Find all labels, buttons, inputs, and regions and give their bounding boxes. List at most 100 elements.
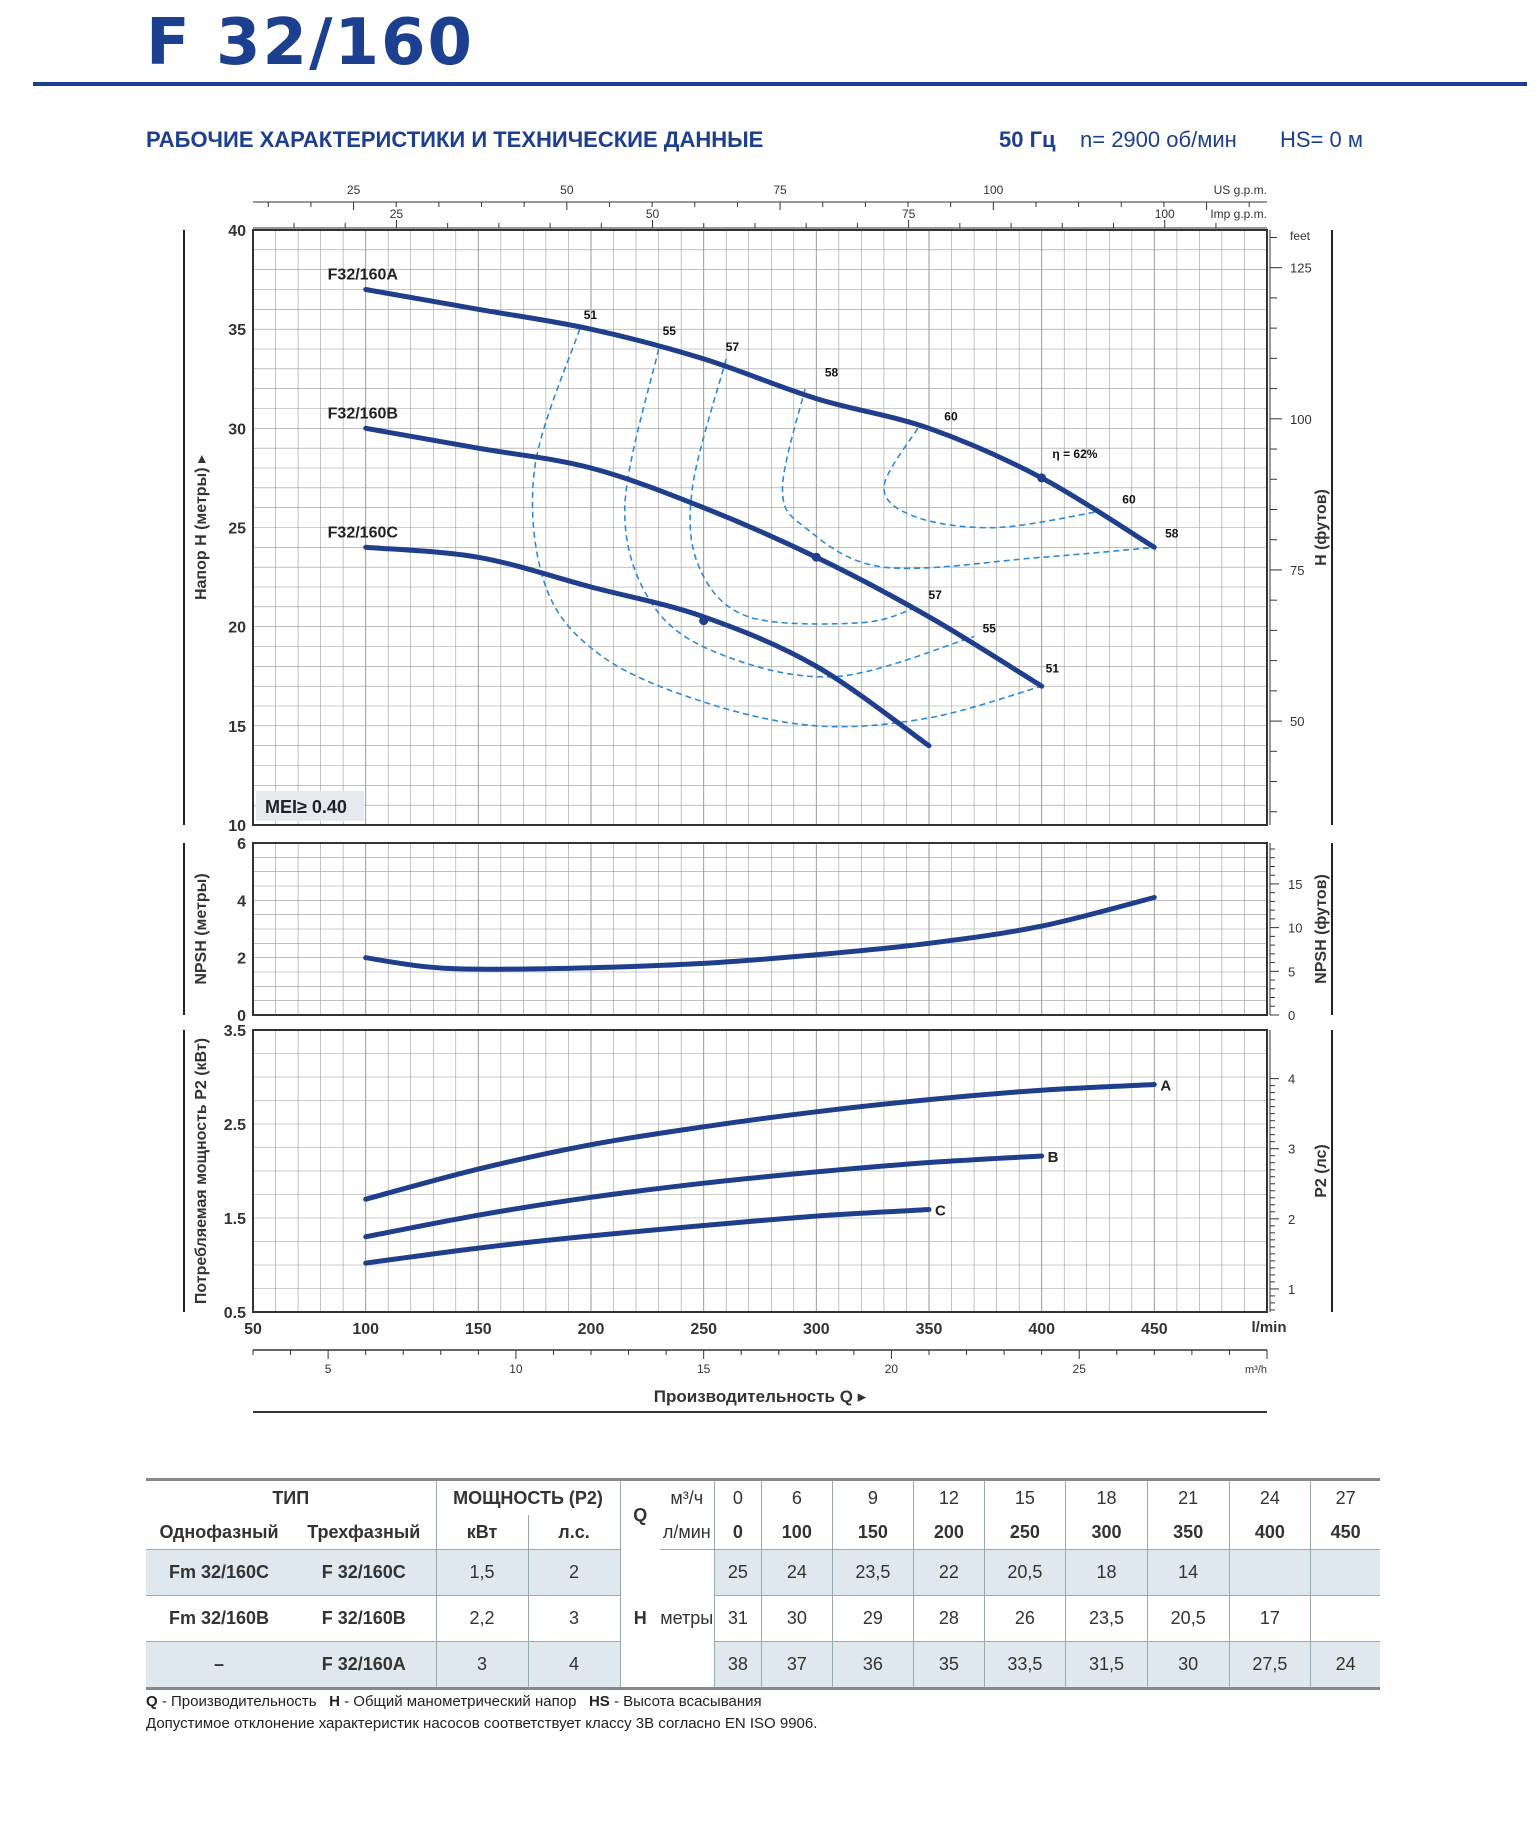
col-kw: кВт <box>435 1515 528 1550</box>
efficiency-contour <box>883 427 1099 529</box>
efficiency-contour <box>623 348 975 678</box>
hp-tick-label: 3 <box>1288 1142 1295 1157</box>
q-lmin-cell: 250 <box>983 1515 1066 1550</box>
x-tick-label: 400 <box>1028 1321 1055 1338</box>
y-axis-title-right: NPSH (футов) <box>1313 874 1330 984</box>
y-tick-label: 0 <box>237 1008 246 1025</box>
ft-tick-label: 50 <box>1290 714 1304 729</box>
speed-label: n= 2900 об/мин <box>1080 127 1237 152</box>
model-three: F 32/160C <box>292 1549 436 1596</box>
power-curve <box>363 1082 1157 1202</box>
head-cell: 37 <box>761 1641 832 1690</box>
y-tick-label: 20 <box>228 620 246 637</box>
efficiency-label: 60 <box>1122 493 1136 507</box>
efficiency-label: 55 <box>983 622 997 636</box>
head-cell: 18 <box>1065 1549 1148 1596</box>
imp-gpm-label: Imp g.p.m. <box>1210 207 1267 221</box>
legend-h-text: - Общий манометрический напор <box>339 1693 577 1710</box>
power-hp: 3 <box>527 1595 620 1642</box>
page-title: F 32/160 <box>146 6 475 80</box>
imp-gpm-tick-label: 25 <box>390 207 404 221</box>
head-cell: 30 <box>761 1595 832 1642</box>
q-m3h-cell: 24 <box>1228 1478 1311 1515</box>
head-cell: 29 <box>831 1595 914 1642</box>
head-cell: 33,5 <box>983 1641 1066 1690</box>
q-m3h-cell: 21 <box>1146 1478 1230 1515</box>
efficiency-label: 55 <box>663 324 677 338</box>
head-cell: 31 <box>713 1595 762 1642</box>
imp-gpm-tick-label: 50 <box>646 207 660 221</box>
head-cell <box>1310 1595 1380 1642</box>
q-m3h-cell: 6 <box>761 1478 832 1515</box>
power-kw: 2,2 <box>435 1595 528 1642</box>
head-curve-label: F32/160A <box>328 267 399 284</box>
ft-tick-label: 125 <box>1290 261 1312 276</box>
head-cell <box>1228 1549 1311 1596</box>
head-cell: 17 <box>1228 1595 1311 1642</box>
head-cell: 31,5 <box>1065 1641 1148 1690</box>
head-cell: 24 <box>1310 1641 1380 1690</box>
power-hp: 4 <box>527 1641 620 1690</box>
q-m3h-cell: 27 <box>1310 1478 1380 1515</box>
suction-height-label: HS= 0 м <box>1280 127 1363 152</box>
efficiency-label: 57 <box>928 588 942 602</box>
head-cell: 26 <box>983 1595 1066 1642</box>
head-cell: 25 <box>713 1549 762 1596</box>
q-lmin-cell: 400 <box>1228 1515 1311 1550</box>
model-single: Fm 32/160C <box>146 1549 292 1596</box>
q-lmin-cell: 0 <box>713 1515 762 1550</box>
q-unit-m3h: м³/ч <box>660 1478 714 1515</box>
power-kw: 1,5 <box>435 1549 528 1596</box>
hp-tick-label: 4 <box>1288 1072 1295 1087</box>
tech-data-table: ТИП МОЩНОСТЬ (P2) Q м³/ч 0 6 9 12 15 18 … <box>146 1478 1380 1690</box>
power-hp: 2 <box>527 1549 620 1596</box>
y-tick-label: 25 <box>228 521 246 538</box>
y-tick-label: 35 <box>228 322 246 339</box>
head-cell: 20,5 <box>983 1549 1066 1596</box>
legend-q-text: - Производительность <box>157 1693 317 1710</box>
head-cell: 20,5 <box>1146 1595 1230 1642</box>
y-tick-label: 10 <box>228 818 246 835</box>
tolerance-note: Допустимое отклонение характеристик насо… <box>146 1715 818 1732</box>
head-cell: 27,5 <box>1228 1641 1311 1690</box>
bep-point <box>699 616 709 626</box>
x-tick-label: 50 <box>244 1321 262 1338</box>
q-m3h-cell: 9 <box>831 1478 914 1515</box>
y-tick-label: 40 <box>228 223 246 240</box>
head-curve-label: F32/160B <box>328 405 398 422</box>
ft-tick-label: 100 <box>1290 412 1312 427</box>
q-symbol: Q <box>619 1478 660 1550</box>
bep-point <box>811 552 821 562</box>
efficiency-contour <box>781 388 1155 570</box>
head-cell <box>1310 1549 1380 1596</box>
plot-frame <box>252 842 1268 1016</box>
npsh-ft-tick-label: 15 <box>1288 877 1302 892</box>
x-tick-label: 300 <box>803 1321 830 1338</box>
x-tick-label: 250 <box>690 1321 717 1338</box>
plot-frame <box>252 1029 1268 1313</box>
us-gpm-tick-label: 50 <box>560 183 574 197</box>
y-tick-label: 3.5 <box>224 1023 246 1040</box>
head-cell: 28 <box>913 1595 985 1642</box>
power-header: МОЩНОСТЬ (P2) <box>435 1478 620 1515</box>
section-subtitle: РАБОЧИЕ ХАРАКТЕРИСТИКИ И ТЕХНИЧЕСКИЕ ДАН… <box>146 127 764 152</box>
us-gpm-label: US g.p.m. <box>1214 183 1267 197</box>
us-gpm-tick-label: 100 <box>983 183 1003 197</box>
x-tick-label: 200 <box>578 1321 605 1338</box>
q-lmin-cell: 150 <box>831 1515 914 1550</box>
ft-tick-label: 75 <box>1290 563 1304 578</box>
q-m3h-cell: 18 <box>1065 1478 1148 1515</box>
head-cell: 35 <box>913 1641 985 1690</box>
legend-hs-text: - Высота всасывания <box>609 1693 762 1710</box>
m3h-tick-label: 10 <box>509 1362 523 1376</box>
y-tick-label: 4 <box>237 893 246 910</box>
efficiency-contour <box>689 358 918 625</box>
m3h-unit: m³/h <box>1245 1364 1267 1376</box>
head-cell: 14 <box>1146 1549 1230 1596</box>
y-axis-title: NPSH (метры) <box>193 873 210 984</box>
power-curve-label: C <box>935 1203 946 1220</box>
frequency-label: 50 Гц <box>999 127 1056 152</box>
bep-point <box>1037 473 1047 483</box>
us-gpm-tick-label: 25 <box>347 183 361 197</box>
y-tick-label: 2 <box>237 951 246 968</box>
